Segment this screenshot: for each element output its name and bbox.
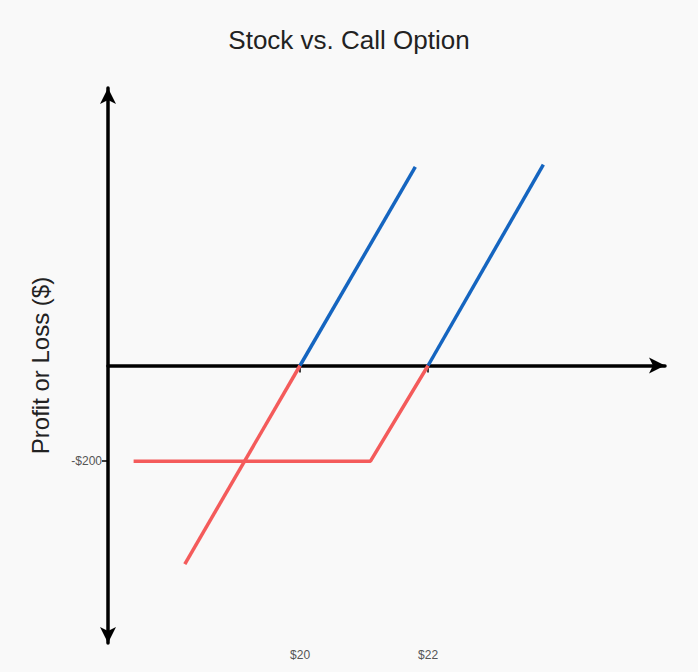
svg-text:-$200: -$200 <box>71 454 102 468</box>
svg-text:$22: $22 <box>418 648 438 662</box>
svg-text:Stock vs. Call Option: Stock vs. Call Option <box>228 25 469 55</box>
svg-text:$20: $20 <box>290 648 310 662</box>
svg-text:Profit or Loss ($): Profit or Loss ($) <box>27 277 54 454</box>
